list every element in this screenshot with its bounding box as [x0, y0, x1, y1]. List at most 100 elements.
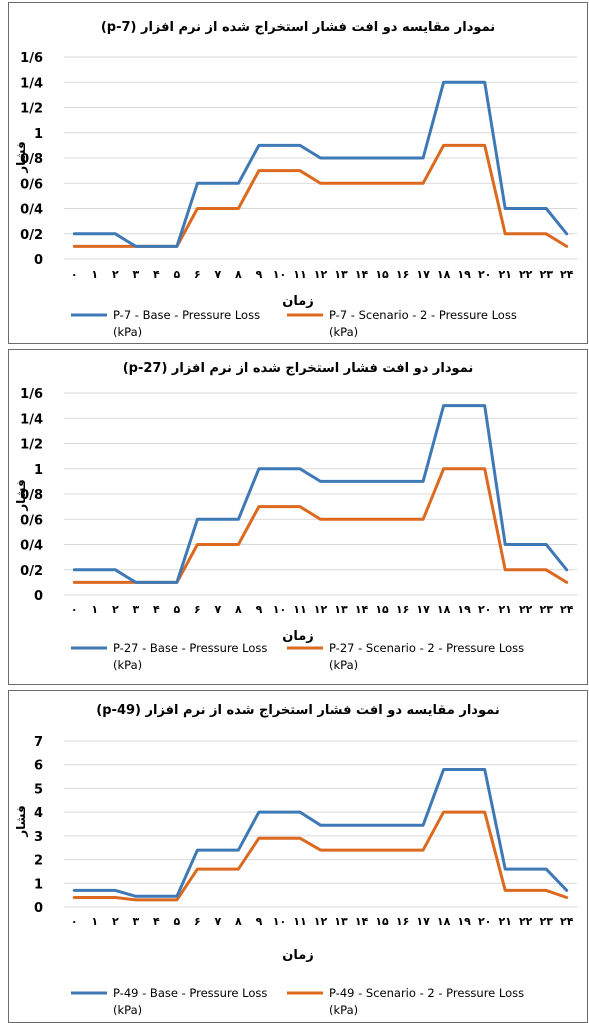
- x-tick-label: ۱۴: [355, 268, 369, 281]
- y-tick-label: 1/6: [20, 51, 43, 66]
- x-tick-label: ۱۷: [416, 603, 430, 616]
- series-line-scenario: [72, 467, 569, 584]
- x-tick-label: ۱۶: [396, 603, 409, 616]
- chart-svg-p7: نمودار مقایسه دو افت فشار استخراج شده از…: [14, 20, 577, 339]
- x-tick-label: ۱۵: [375, 268, 389, 281]
- y-tick-label: 0: [34, 589, 43, 604]
- x-tick-label: ۱۳: [334, 915, 348, 928]
- x-tick-label: ۶: [194, 603, 201, 616]
- chart-panel-p27: نمودار دو افت فشار استخراج شده از نرم اف…: [8, 349, 588, 685]
- x-tick-label: ۱۱: [293, 915, 306, 928]
- x-tick-label: ۲۲: [519, 268, 533, 281]
- y-axis-label: فشار: [14, 141, 28, 173]
- x-tick-label: ۵: [174, 603, 181, 616]
- x-tick-label: ۲۳: [540, 268, 554, 281]
- y-tick-label: 5: [34, 782, 43, 797]
- x-tick-label: ۱۳: [334, 603, 348, 616]
- y-tick-label: 0/8: [20, 488, 43, 503]
- y-tick-label: 1/4: [20, 76, 43, 91]
- x-tick-label: ۱۶: [396, 915, 409, 928]
- legend-base: P-49 - Base - Pressure Loss (kPa): [71, 986, 267, 1017]
- legend-label: P-27 - Base - Pressure Loss: [113, 641, 267, 655]
- x-tick-label: ۸: [235, 268, 242, 281]
- x-tick-label: ۱: [91, 603, 98, 616]
- legend-label: P-49 - Scenario - 2 - Pressure Loss: [329, 986, 524, 1000]
- legend-label: P-27 - Scenario - 2 - Pressure Loss: [329, 641, 524, 655]
- x-tick-label: ۷: [215, 603, 222, 616]
- x-tick-label: ۲: [112, 603, 119, 616]
- x-tick-label: ۳: [132, 603, 139, 616]
- x-tick-label: ۳: [132, 268, 139, 281]
- x-tick-label: ۲۳: [540, 603, 554, 616]
- x-tick-label: ۱۰: [273, 268, 286, 281]
- x-tick-label: ۴: [153, 268, 160, 281]
- x-tick-label: ۲: [112, 915, 119, 928]
- x-tick-label: ۰: [71, 915, 78, 928]
- series-line-scenario: [72, 810, 569, 902]
- y-tick-label: 1: [34, 463, 43, 478]
- x-tick-label: ۱۸: [437, 603, 451, 616]
- x-tick-label: ۶: [194, 268, 201, 281]
- legend-label: P-7 - Scenario - 2 - Pressure Loss: [329, 308, 517, 322]
- legend-unit: (kPa): [113, 1003, 142, 1017]
- chart-svg-p27: نمودار دو افت فشار استخراج شده از نرم اف…: [14, 361, 577, 672]
- x-tick-label: ۱۹: [457, 915, 471, 928]
- legend-label: P-7 - Base - Pressure Loss: [113, 308, 260, 322]
- x-tick-label: ۱۲: [314, 268, 328, 281]
- x-tick-label: ۱۷: [416, 915, 430, 928]
- x-tick-label: ۲۰: [478, 915, 491, 928]
- legend-unit: (kPa): [329, 1003, 358, 1017]
- x-tick-label: ۱: [91, 268, 98, 281]
- y-tick-label: 1/6: [20, 387, 43, 402]
- series-line-base: [72, 404, 569, 584]
- series-line-scenario: [72, 143, 569, 248]
- series-line-base: [72, 80, 569, 248]
- x-tick-label: ۱۷: [416, 268, 430, 281]
- y-tick-label: 1: [34, 877, 43, 892]
- x-tick-label: ۱۶: [396, 268, 409, 281]
- series-line-base: [72, 768, 569, 898]
- x-tick-label: ۱۵: [375, 915, 389, 928]
- x-tick-label: ۹: [256, 268, 263, 281]
- x-tick-label: ۲۴: [560, 915, 574, 928]
- x-tick-label: ۴: [153, 915, 160, 928]
- x-tick-label: ۹: [256, 915, 263, 928]
- y-tick-label: 3: [34, 830, 43, 845]
- x-tick-label: ۱۲: [314, 915, 328, 928]
- y-tick-label: 1/2: [20, 102, 43, 117]
- y-axis-label: فشار: [14, 479, 28, 511]
- y-tick-label: 0/2: [20, 228, 43, 243]
- y-tick-label: 1: [34, 127, 43, 142]
- y-tick-label: 0: [34, 253, 43, 268]
- x-tick-label: ۷: [215, 268, 222, 281]
- x-tick-label: ۱۰: [273, 603, 286, 616]
- x-tick-label: ۷: [215, 915, 222, 928]
- chart-panel-p7: نمودار مقایسه دو افت فشار استخراج شده از…: [8, 2, 588, 344]
- y-tick-label: 0/4: [20, 203, 43, 218]
- y-axis-label: فشار: [14, 805, 28, 837]
- x-tick-label: ۲۴: [560, 603, 574, 616]
- x-tick-label: ۲۲: [519, 915, 533, 928]
- y-tick-label: 0/2: [20, 564, 43, 579]
- x-tick-label: ۱۹: [457, 603, 471, 616]
- x-tick-label: ۲۰: [478, 603, 491, 616]
- chart-title: نمودار مقایسه دو افت فشار استخراج شده از…: [101, 20, 495, 35]
- x-tick-label: ۸: [235, 915, 242, 928]
- x-axis-label: زمان: [282, 629, 314, 644]
- x-tick-label: ۱۴: [355, 915, 369, 928]
- legend-base: P-7 - Base - Pressure Loss (kPa): [71, 308, 260, 339]
- x-tick-label: ۱۴: [355, 603, 369, 616]
- x-tick-label: ۶: [194, 915, 201, 928]
- legend-unit: (kPa): [329, 325, 358, 339]
- x-tick-label: ۵: [174, 915, 181, 928]
- legend-label: P-49 - Base - Pressure Loss: [113, 986, 267, 1000]
- x-tick-label: ۲۰: [478, 268, 491, 281]
- y-tick-label: 1/4: [20, 412, 43, 427]
- chart-svg-p49: نمودار مقایسه دو افت فشار استخراج شده از…: [14, 703, 577, 1017]
- y-tick-label: 7: [34, 735, 43, 750]
- legend-unit: (kPa): [329, 658, 358, 672]
- legend-base: P-27 - Base - Pressure Loss (kPa): [71, 641, 267, 672]
- legend-unit: (kPa): [113, 658, 142, 672]
- x-tick-label: ۱: [91, 915, 98, 928]
- x-tick-label: ۲۱: [498, 268, 511, 281]
